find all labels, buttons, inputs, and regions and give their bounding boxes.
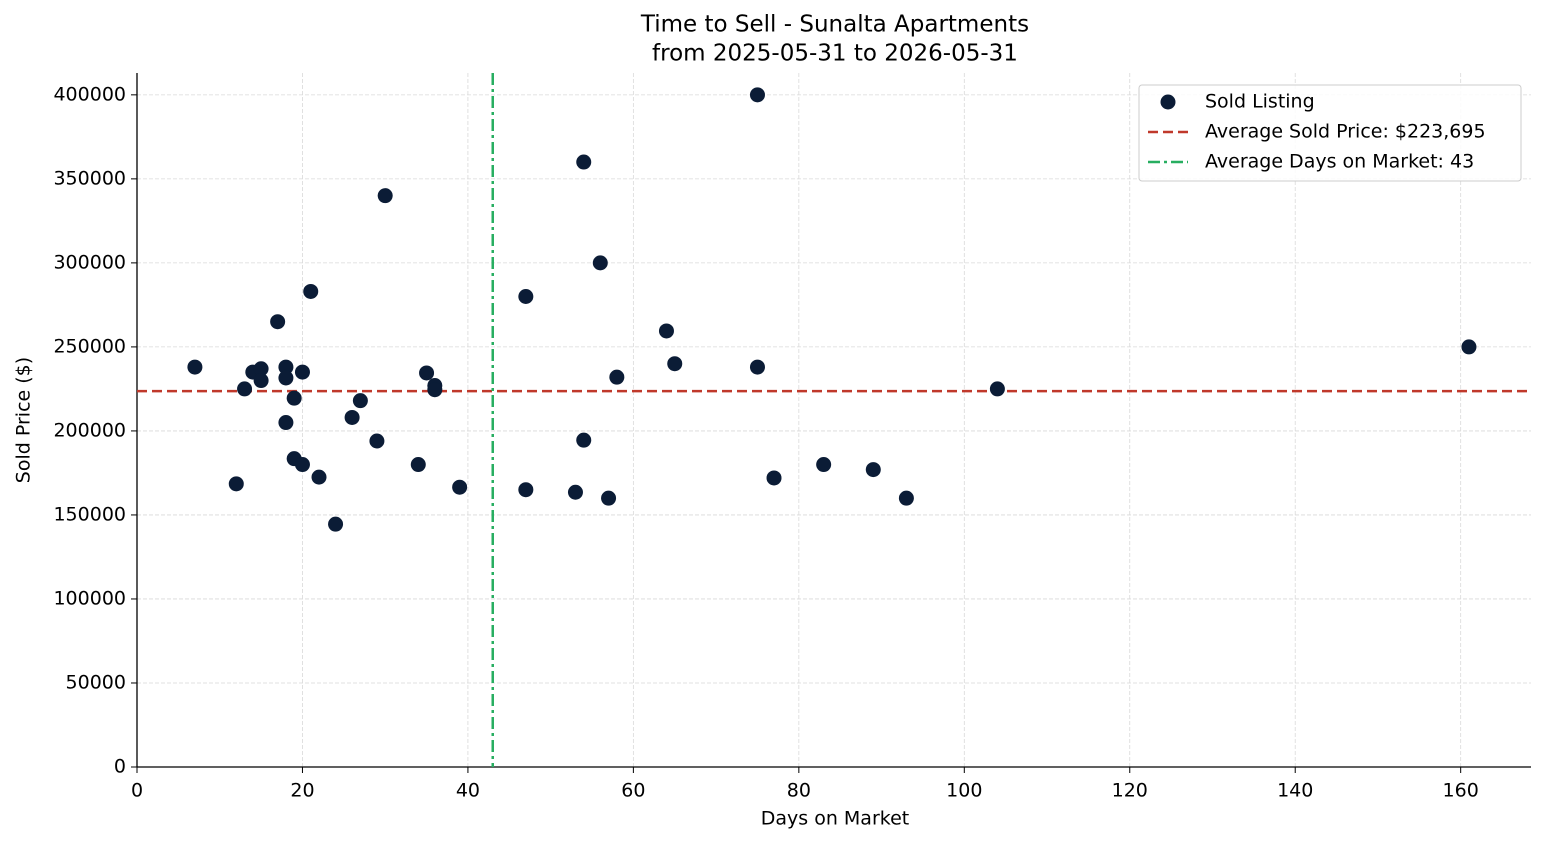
point [452,479,468,495]
x-tick-label: 40 [456,780,480,802]
x-axis-label: Days on Market [761,808,909,830]
point [592,255,608,271]
x-tick-label: 0 [131,780,143,802]
y-tick-label: 200000 [53,419,126,441]
point [253,361,269,377]
point [352,393,368,409]
x-tick-label: 100 [946,780,982,802]
chart-title: Time to Sell - Sunalta Apartments [640,12,1029,38]
y-tick-label: 150000 [53,503,126,525]
x-tick-label: 140 [1277,780,1313,802]
point [427,382,443,398]
point [816,457,832,473]
point [518,482,534,498]
point [766,470,782,486]
x-tick-label: 60 [621,780,645,802]
point [278,370,294,386]
x-tick-label: 120 [1112,780,1148,802]
legend-label: Sold Listing [1205,91,1315,113]
point [576,154,592,170]
y-tick-label: 100000 [53,587,126,609]
point [419,365,435,381]
y-tick-label: 400000 [53,83,126,105]
point [278,359,294,375]
legend-box [1138,84,1522,182]
point [369,433,385,449]
y-tick-label: 350000 [53,167,126,189]
point [303,283,319,299]
point [270,314,286,330]
legend-label: Average Days on Market: 43 [1205,151,1474,173]
point [658,323,674,339]
y-axis-label: Sold Price ($) [13,357,35,483]
x-tick-label: 160 [1443,780,1479,802]
legend-label: Average Sold Price: $223,695 [1205,121,1486,143]
y-tick-label: 300000 [53,251,126,273]
x-tick-label: 80 [787,780,811,802]
point [410,457,426,473]
point [567,484,583,500]
point [576,432,592,448]
x-tick-label: 20 [290,780,314,802]
point [286,390,302,406]
y-tick-label: 50000 [66,671,126,693]
point [865,462,881,478]
point [228,476,244,492]
y-tick-label: 250000 [53,335,126,357]
point [898,490,914,506]
point [377,188,393,204]
chart-subtitle: from 2025-05-31 to 2026-05-31 [652,41,1018,67]
point [344,409,360,425]
point [609,369,625,385]
point [237,381,253,397]
point [518,288,534,304]
point [601,490,617,506]
point [253,373,269,389]
point [311,469,327,485]
point [749,359,765,375]
y-tick-label: 0 [114,756,126,778]
point [278,415,294,431]
legend-marker [1160,94,1176,110]
point [294,457,310,473]
point [989,381,1005,397]
point [294,364,310,380]
point [328,516,344,532]
point [1461,339,1477,355]
point [187,359,203,375]
point [667,356,683,372]
point [749,87,765,103]
